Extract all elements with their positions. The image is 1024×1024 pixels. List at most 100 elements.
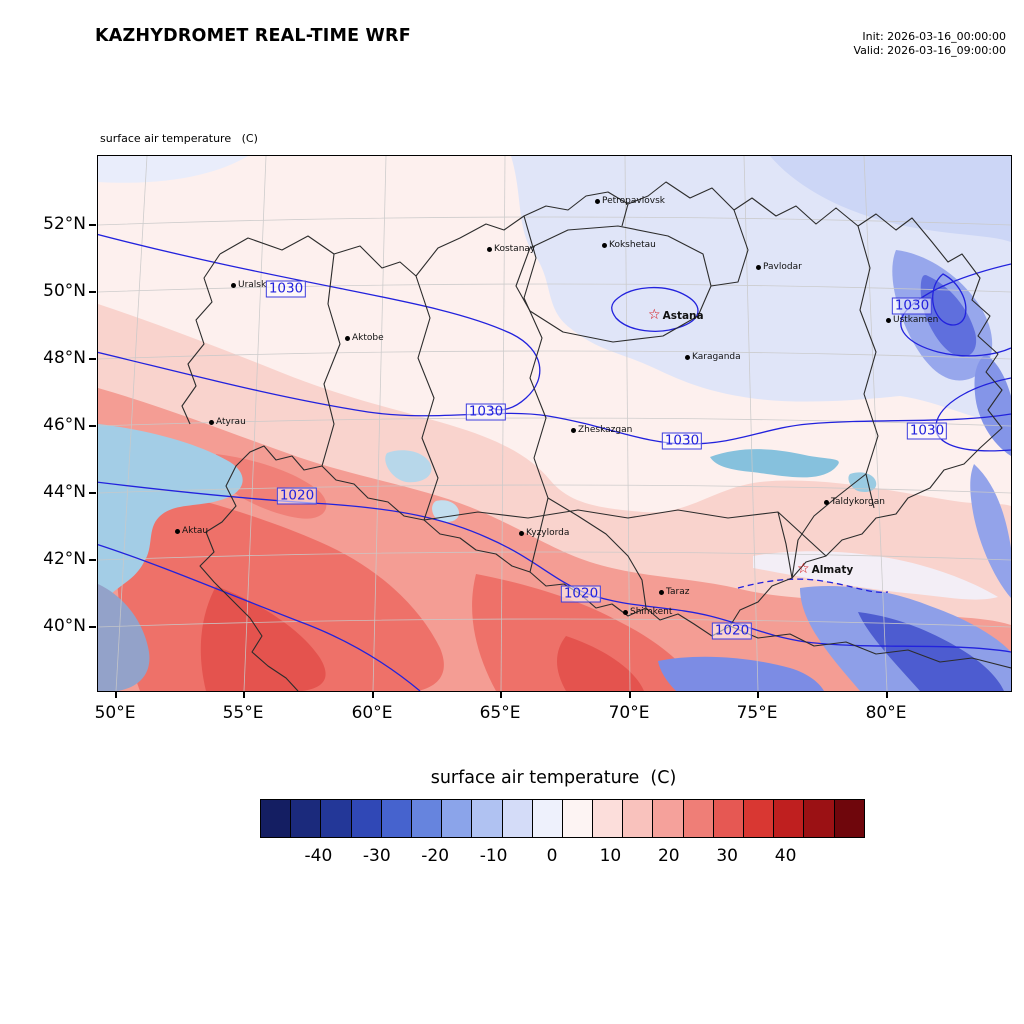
- city-marker-zheskazgan: Zheskazgan: [571, 425, 632, 435]
- city-dot-icon: [595, 198, 600, 204]
- city-marker-kostanay: Kostanay: [487, 244, 535, 254]
- city-marker-taraz: Taraz: [659, 587, 689, 597]
- y-tick-mark: [89, 358, 96, 360]
- city-marker-shimkent: Shimkent: [623, 607, 672, 617]
- y-tick-mark: [89, 626, 96, 628]
- city-dot-icon: [571, 427, 576, 433]
- city-marker-aktau: Aktau: [175, 526, 208, 536]
- x-tick-mark: [500, 691, 502, 698]
- caspian-south: [98, 584, 150, 691]
- city-marker-atyrau: Atyrau: [209, 417, 246, 427]
- y-tick-label: 40°N: [43, 616, 86, 636]
- pressure-contour-label: 1030: [661, 432, 703, 450]
- colorbar: [260, 799, 865, 838]
- pressure-contour-label: 1020: [276, 487, 318, 505]
- city-label: Aktau: [182, 526, 209, 536]
- colorbar-tick-label: 0: [546, 846, 558, 866]
- x-tick-mark: [886, 691, 888, 698]
- water-bodies: [98, 424, 877, 691]
- caspian-sea: [98, 424, 243, 608]
- valid-time: Valid: 2026-03-16_09:00:00: [853, 44, 1006, 57]
- city-dot-icon: [602, 242, 607, 248]
- y-tick-mark: [89, 492, 96, 494]
- city-dot-icon: [209, 419, 214, 425]
- x-tick-label: 50°E: [94, 703, 136, 723]
- y-tick-mark: [89, 559, 96, 561]
- city-label: Shimkent: [630, 607, 673, 617]
- y-tick-mark: [89, 425, 96, 427]
- colorbar-swatch: [351, 800, 382, 837]
- colorbar-swatch: [261, 800, 292, 837]
- colorbar-swatch: [532, 800, 563, 837]
- city-dot-icon: [519, 530, 524, 536]
- colorbar-tick-label: 40: [774, 846, 797, 866]
- city-marker-karaganda: Karaganda: [685, 352, 741, 362]
- city-label: Taldykorgan: [831, 497, 885, 507]
- city-marker-aktobe: Aktobe: [345, 333, 384, 343]
- y-tick-label: 42°N: [43, 549, 86, 569]
- city-label: Aktobe: [352, 333, 384, 343]
- y-tick-label: 48°N: [43, 348, 86, 368]
- x-tick-label: 65°E: [479, 703, 521, 723]
- city-label: Kokshetau: [609, 240, 656, 250]
- pressure-contour-label: 1020: [560, 585, 602, 603]
- pressure-contour-label: 1030: [891, 297, 933, 315]
- pressure-contour-label: 1030: [465, 403, 507, 421]
- x-tick-mark: [243, 691, 245, 698]
- x-tick-mark: [629, 691, 631, 698]
- x-tick-label: 80°E: [865, 703, 907, 723]
- colorbar-swatch: [653, 800, 684, 837]
- page-title: KAZHYDROMET REAL-TIME WRF: [95, 26, 411, 46]
- y-tick-mark: [89, 224, 96, 226]
- city-marker-kyzylorda: Kyzylorda: [519, 528, 569, 538]
- colorbar-swatch: [291, 800, 322, 837]
- y-tick-label: 46°N: [43, 415, 86, 435]
- city-label: Taraz: [666, 587, 690, 597]
- colorbar-swatch: [321, 800, 352, 837]
- colorbar-ticks: -40 -30 -20 -10 0 10 20 30 40: [260, 846, 860, 870]
- colorbar-title: surface air temperature (C): [430, 768, 677, 788]
- city-label: Atyrau: [216, 417, 246, 427]
- city-dot-icon: [824, 499, 829, 505]
- colorbar-swatch: [502, 800, 533, 837]
- x-tick-label: 75°E: [736, 703, 778, 723]
- x-tick-label: 60°E: [351, 703, 393, 723]
- city-marker-ustkamen: Ustkamen: [886, 315, 938, 325]
- map-graphic: [98, 156, 1011, 691]
- city-label: Astana: [662, 310, 704, 322]
- colorbar-swatch: [744, 800, 775, 837]
- colorbar-swatch: [683, 800, 714, 837]
- city-label: Karaganda: [692, 352, 741, 362]
- colorbar-tick-label: 10: [599, 846, 622, 866]
- colorbar-tick-label: 20: [657, 846, 680, 866]
- pressure-contour-label: 1030: [906, 422, 948, 440]
- city-dot-icon: [756, 264, 761, 270]
- capital-star-icon: ☆: [648, 307, 661, 323]
- pressure-contour-label: 1030: [265, 280, 307, 298]
- city-marker-almaty: ☆ Almaty: [797, 562, 853, 576]
- city-marker-taldykorgan: Taldykorgan: [824, 497, 885, 507]
- city-dot-icon: [659, 589, 664, 595]
- city-marker-kokshetau: Kokshetau: [602, 240, 656, 250]
- colorbar-tick-label: -20: [421, 846, 450, 866]
- field-label-temperature: surface air temperature (C): [100, 132, 258, 145]
- colorbar-swatch: [442, 800, 473, 837]
- pressure-label-layer: 1030 1030 1030 1030 1030 1020 1020 1020: [98, 156, 1011, 691]
- colorbar-swatch: [834, 800, 864, 837]
- colorbar-swatch: [623, 800, 654, 837]
- city-label: Uralsk: [238, 280, 267, 290]
- graticule: [98, 156, 1011, 691]
- city-dot-icon: [623, 609, 628, 615]
- city-layer: Petropavlovsk Kostanay Kokshetau Pavlodar Ur…: [98, 156, 1011, 691]
- city-marker-uralsk: Uralsk: [231, 280, 266, 290]
- colorbar-swatch: [562, 800, 594, 837]
- colorbar-swatch: [381, 800, 412, 837]
- city-label: Ustkamen: [893, 315, 939, 325]
- colorbar-swatch: [411, 800, 443, 837]
- y-tick-label: 52°N: [43, 214, 86, 234]
- city-dot-icon: [487, 246, 492, 252]
- colorbar-tick-label: -30: [362, 846, 391, 866]
- colorbar-swatch: [774, 800, 805, 837]
- colorbar-tick-label: -40: [304, 846, 333, 866]
